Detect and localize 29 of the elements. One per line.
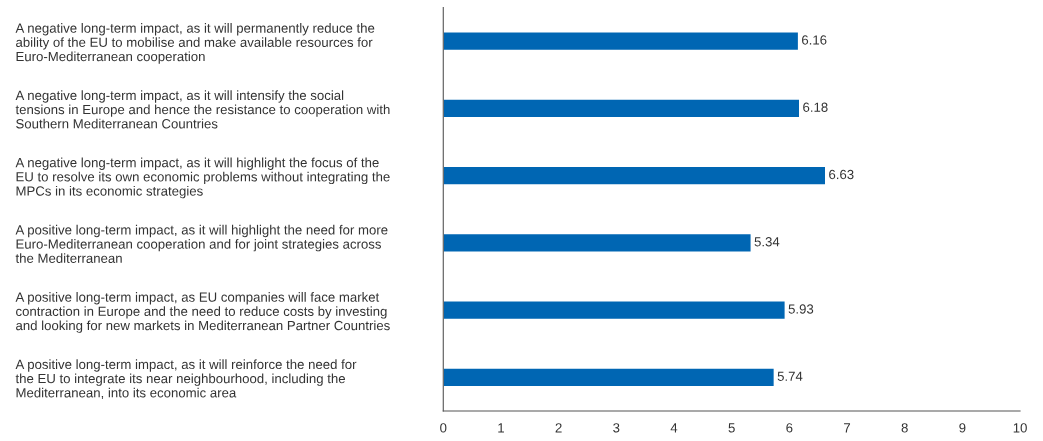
y-tick-label: A positive long-term impact, as EU companies will face market contraction in Europe and the need to reduce costs by investing and looking for new markets in Mediterranean Partner Countries [15, 292, 390, 333]
x-tick-label: 10 [1013, 423, 1027, 433]
data-label: 5.93 [788, 304, 814, 314]
y-tick-label: A negative long-term impact, as it will highlight the focus of the EU to resolve its own economic problems without integrating the MPCs in its economic strategies [15, 157, 390, 199]
y-tick-label: A positive long-term impact, as it will reinforce the need for the EU to integrate its near neighbourhood, including the Mediterranean, into its economic area [15, 359, 357, 400]
x-tick-label: 9 [959, 423, 966, 433]
x-tick-label: 3 [613, 423, 620, 433]
data-label: 5.34 [754, 237, 780, 247]
data-label: 6.18 [803, 102, 828, 112]
bar [443, 98, 801, 119]
data-label: 6.16 [802, 35, 827, 45]
bar [443, 31, 800, 52]
bar [443, 300, 786, 321]
x-tick-label: 8 [901, 423, 908, 433]
y-tick-label: A positive long-term impact, as it will highlight the need for more Euro-Mediterranean cooperation and for joint strategies across the Mediterranean [15, 224, 388, 263]
x-tick-label: 5 [728, 423, 735, 433]
y-tick-label: A negative long-term impact, as it will permanently reduce the ability of the EU to mobilise and make available resources for Euro-Mediterranean cooperation [15, 23, 375, 64]
data-label: 6.63 [829, 169, 854, 180]
x-tick-label: 4 [670, 423, 678, 433]
y-tick-label: A negative long-term impact, as it will intensify the social tensions in Europe and hence the resistance to cooperation with Southern Mediterranean Countries [15, 90, 390, 129]
bar [443, 232, 752, 253]
x-tick-label: 2 [555, 423, 562, 433]
x-tick-label: 6 [786, 423, 793, 433]
x-tick-label: 0 [440, 423, 447, 433]
x-tick-label: 7 [844, 423, 851, 433]
bar [443, 165, 827, 186]
bar [443, 367, 776, 388]
x-tick-label: 1 [498, 423, 504, 433]
data-label: 5.74 [777, 371, 803, 381]
